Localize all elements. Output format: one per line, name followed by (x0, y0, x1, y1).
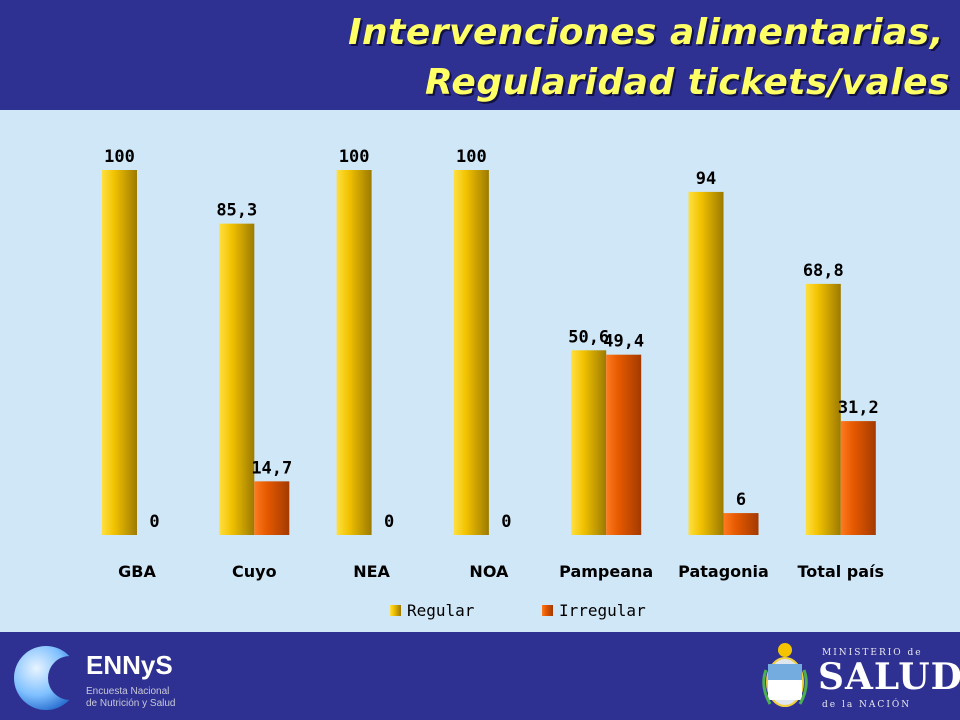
value-label-regular-2: 100 (339, 147, 370, 167)
bar-regular-4 (571, 350, 607, 535)
chart-legend: Regular Irregular (390, 601, 646, 620)
title-line-2: Regularidad tickets/vales (424, 62, 950, 103)
value-label-regular-5: 94 (696, 169, 716, 189)
slide-header: Intervenciones alimentarias, Regularidad… (0, 0, 960, 110)
bar-irregular-6 (840, 421, 876, 535)
bar-regular-2 (336, 170, 372, 535)
title-line-1: Intervenciones alimentarias, (348, 12, 944, 53)
ministry-bottom-text: de la NACIÓN (822, 700, 912, 710)
legend-label-irregular: Irregular (559, 601, 646, 620)
bar-irregular-4 (606, 354, 642, 535)
bar-regular-5 (688, 191, 724, 535)
bar-regular-1 (219, 223, 255, 535)
slide-footer: ENNyS Encuesta Nacional de Nutrición y S… (0, 632, 960, 720)
ennys-logo-subtitle-1: Encuesta Nacional (86, 686, 170, 697)
chart-panel: 100 0 85,3 14,7 100 0 100 0 50,6 49,4 94 6 68,8 31,2 … (0, 110, 960, 632)
ministry-top-text: MINISTERIO de (822, 648, 923, 658)
value-label-regular-6: 68,8 (803, 261, 844, 281)
value-label-regular-3: 100 (456, 147, 487, 167)
value-label-irregular-3: 0 (501, 512, 511, 532)
value-label-irregular-1: 14,7 (251, 458, 292, 478)
value-label-regular-4: 50,6 (568, 327, 609, 347)
ministry-name-text: SALUD (818, 656, 960, 698)
category-label-1: Cuyo (232, 562, 277, 581)
legend-swatch-irregular (542, 605, 553, 616)
ennys-logo-subtitle-2: de Nutrición y Salud (86, 698, 176, 709)
bar-regular-6 (805, 283, 841, 535)
value-label-regular-1: 85,3 (216, 201, 257, 221)
category-label-2: NEA (353, 562, 390, 581)
value-label-irregular-5: 6 (736, 490, 746, 510)
category-label-5: Patagonia (678, 562, 769, 581)
bar-chart: 100085,314,71000100050,649,494668,831,2 … (102, 147, 885, 620)
legend-label-regular: Regular (407, 601, 475, 620)
legend-swatch-regular (390, 605, 401, 616)
category-label-3: NOA (469, 562, 509, 581)
value-label-regular-0: 100 (104, 147, 135, 167)
argentina-coat-of-arms-icon (762, 643, 808, 707)
value-label-irregular-4: 49,4 (603, 332, 644, 352)
ennys-logo-text: ENNyS (86, 650, 173, 680)
value-label-irregular-6: 31,2 (838, 398, 879, 418)
bar-regular-3 (453, 170, 489, 535)
value-label-irregular-2: 0 (384, 512, 394, 532)
category-label-6: Total país (798, 562, 885, 581)
value-label-irregular-0: 0 (149, 512, 159, 532)
ennys-logo-icon (14, 646, 84, 710)
bar-irregular-5 (723, 513, 759, 535)
category-label-4: Pampeana (559, 562, 653, 581)
bar-irregular-1 (254, 481, 290, 535)
bar-regular-0 (102, 170, 137, 535)
category-label-0: GBA (118, 562, 156, 581)
